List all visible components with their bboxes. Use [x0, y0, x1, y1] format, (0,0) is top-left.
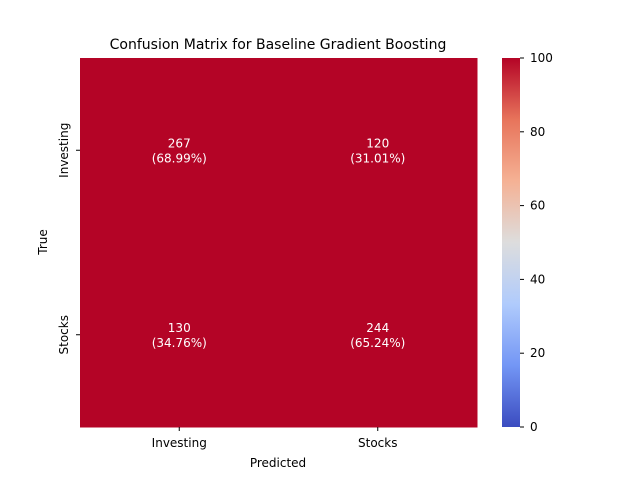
y-axis-ticks: Investing Stocks [57, 123, 80, 354]
heatmap-cell [80, 58, 279, 243]
colorbar-ticks: 0 20 40 60 80 100 [520, 51, 553, 434]
x-axis-label: Predicted [250, 456, 306, 470]
colorbar [502, 58, 520, 427]
colorbar-tick-label: 60 [530, 199, 545, 213]
colorbar-tick-label: 40 [530, 272, 545, 286]
colorbar-tick-label: 20 [530, 346, 545, 360]
chart-title: Confusion Matrix for Baseline Gradient B… [110, 37, 447, 53]
heatmap-cell-labels: 267 (68.99%) 120 (31.01%) 130 (34.76%) 244 (65.… [152, 136, 406, 350]
cell-label: 120 (31.01%) [350, 136, 405, 165]
colorbar-tick-label: 100 [530, 51, 553, 65]
colorbar-tick-label: 80 [530, 125, 545, 139]
cell-label: 267 (68.99%) [152, 136, 207, 165]
heatmap-cells [80, 58, 478, 428]
cell-label: 130 (34.76%) [152, 321, 207, 350]
y-tick-label: Investing [57, 123, 71, 178]
colorbar-tick-label: 0 [530, 420, 538, 434]
y-axis-label: True [36, 229, 50, 256]
y-tick-label: Stocks [57, 315, 71, 354]
heatmap-cell [278, 58, 478, 243]
cell-label: 244 (65.24%) [350, 321, 405, 350]
x-tick-label: Investing [152, 436, 207, 450]
x-tick-label: Stocks [358, 436, 397, 450]
x-axis-ticks: Investing Stocks [152, 427, 397, 450]
heatmap-cell [278, 242, 478, 428]
heatmap-cell [80, 242, 279, 428]
